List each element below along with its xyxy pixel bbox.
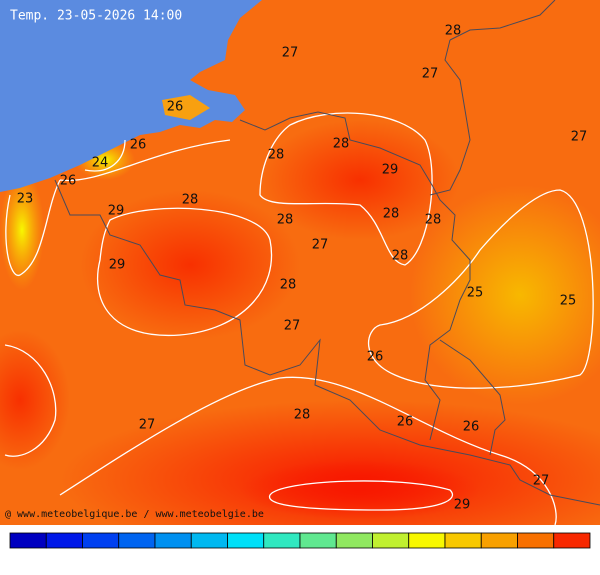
temperature-label: 24	[92, 156, 109, 171]
temperature-label: 29	[108, 204, 125, 219]
warm-area	[260, 120, 460, 240]
temperature-label: 29	[454, 498, 471, 513]
scale-swatch	[480, 532, 518, 549]
scale-swatch	[553, 532, 591, 549]
temperature-label: 28	[383, 207, 400, 222]
isotherm	[96, 207, 273, 337]
temperature-label: 27	[284, 319, 301, 334]
temperature-label: 27	[312, 238, 329, 253]
warm-area	[240, 460, 480, 520]
temperature-label: 27	[282, 46, 299, 61]
temperature-label: 26	[167, 100, 184, 115]
isotherm	[4, 344, 57, 457]
island	[162, 95, 210, 120]
map-title: Temp. 23-05-2026 14:00	[10, 9, 182, 24]
credit: @ www.meteobelgique.be / www.meteobelgie…	[5, 509, 264, 520]
temperature-label: 29	[109, 258, 126, 273]
temperature-label: 27	[571, 130, 588, 145]
temperature-label: 28	[333, 137, 350, 152]
scale-swatch	[444, 532, 482, 549]
scale-swatch	[408, 532, 446, 549]
scale-swatch	[118, 532, 156, 549]
isotherm	[5, 179, 61, 276]
temperature-label: 27	[139, 418, 156, 433]
temperature-label: 29	[382, 163, 399, 178]
scale-swatch	[9, 532, 47, 549]
temperature-label: 28	[277, 213, 294, 228]
scale-swatch	[299, 532, 337, 549]
temperature-label: 28	[294, 408, 311, 423]
scale-swatch	[335, 532, 373, 549]
isotherm	[268, 480, 453, 511]
temperature-label: 26	[60, 174, 77, 189]
scale-swatch	[517, 532, 555, 549]
isotherm	[59, 376, 557, 526]
temperature-label: 25	[560, 294, 577, 309]
temperature-label: 28	[182, 193, 199, 208]
border	[54, 179, 600, 506]
temperature-label: 23	[17, 192, 34, 207]
cool-area	[410, 185, 600, 405]
temperature-label: 26	[367, 350, 384, 365]
scale-swatch	[82, 532, 120, 549]
temperature-label: 25	[467, 286, 484, 301]
temperature-label: 26	[397, 415, 414, 430]
legend-background	[0, 525, 600, 575]
temperature-label: 28	[280, 278, 297, 293]
scale-swatch	[263, 532, 301, 549]
temperature-label: 28	[268, 148, 285, 163]
temperature-label: 27	[533, 474, 550, 489]
temperature-label: 26	[130, 138, 147, 153]
warm-area	[80, 190, 300, 340]
isotherm	[59, 139, 231, 182]
temperature-label: 26	[463, 420, 480, 435]
temperature-labels: 27 28 27 27 26 26 24 26 23 28 28 29 28 29 28 28 28 27 28 29…	[17, 24, 588, 513]
temperature-label: 28	[425, 213, 442, 228]
scale-swatch	[154, 532, 192, 549]
color-scale	[9, 532, 591, 549]
warm-area	[0, 330, 70, 470]
border	[239, 111, 471, 441]
temperature-label: 28	[445, 24, 462, 39]
temperature-label: 28	[392, 249, 409, 264]
border	[439, 339, 506, 456]
temperature-label: 27	[422, 67, 439, 82]
scale-swatch	[190, 532, 228, 549]
scale-swatch	[45, 532, 83, 549]
isotherm	[368, 189, 594, 389]
border	[429, 0, 556, 196]
isotherm	[259, 112, 433, 266]
scale-swatch	[372, 532, 410, 549]
isotherm	[84, 139, 126, 172]
scale-swatch	[227, 532, 265, 549]
sea	[0, 0, 262, 192]
